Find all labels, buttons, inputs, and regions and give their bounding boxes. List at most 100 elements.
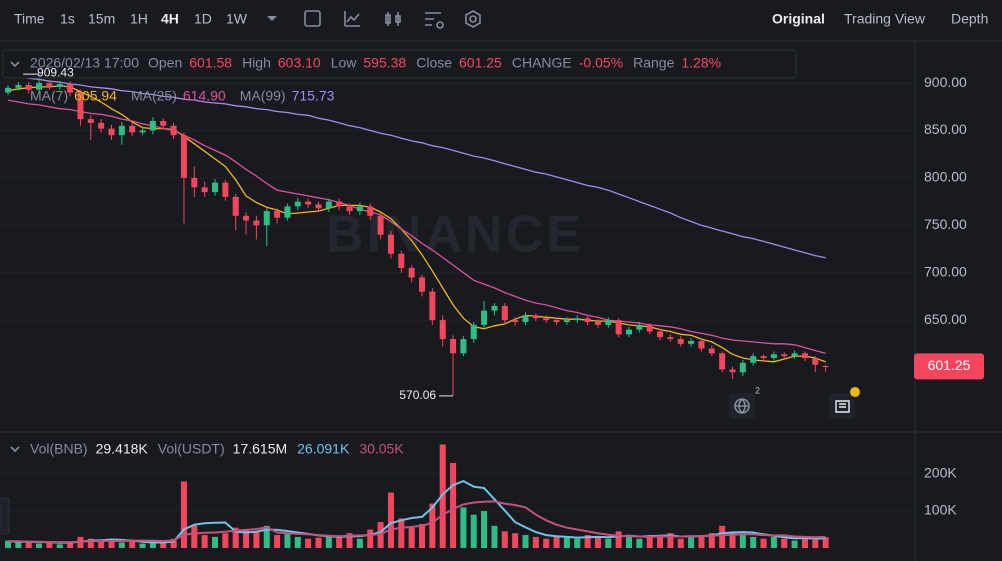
volume-bar: [429, 503, 436, 548]
candle-body: [439, 320, 446, 340]
candle-body: [812, 358, 819, 365]
candle-body: [594, 322, 601, 325]
volume-bar: [356, 538, 363, 548]
candle-body: [232, 196, 239, 216]
calendar-icon[interactable]: [304, 10, 321, 27]
field-name: Range: [633, 55, 674, 71]
view-tab[interactable]: Depth: [951, 11, 988, 27]
volume-tick-label: 100K: [924, 502, 957, 518]
volume-bar: [553, 536, 560, 548]
volume-bar: [646, 535, 653, 548]
candle-body: [274, 211, 281, 218]
candle-body: [56, 84, 63, 87]
ohlc-header-box: [2, 49, 797, 79]
high-marker: 909.43: [37, 65, 74, 79]
ma-value: 614.90: [183, 88, 226, 104]
interval-tab[interactable]: 1H: [130, 11, 148, 27]
candle-body: [87, 119, 94, 123]
candle-body: [677, 339, 684, 344]
ma-line: [7, 99, 826, 355]
ma-line: [7, 85, 826, 363]
y-tick-label: 850.00: [924, 121, 967, 137]
y-tick-label: 750.00: [924, 216, 967, 232]
news-button[interactable]: [829, 393, 855, 419]
candle-body: [67, 84, 74, 93]
volume-bar: [98, 540, 105, 548]
settings-icon[interactable]: [425, 12, 444, 29]
field-value: 601.58: [189, 55, 232, 71]
view-tab[interactable]: Trading View: [844, 11, 926, 27]
volume-name: Vol(USDT): [158, 441, 225, 457]
collapse-caret[interactable]: [10, 61, 20, 68]
interval-tab[interactable]: 1W: [226, 11, 248, 27]
volume-ma-line: [8, 500, 826, 544]
candle-body: [160, 121, 167, 126]
news-dot: [850, 387, 860, 397]
layout-icon[interactable]: [465, 10, 481, 28]
volume-bar: [770, 536, 777, 548]
volume-bar: [284, 533, 291, 548]
indicator-icon[interactable]: [344, 11, 360, 27]
volume-bar: [263, 525, 270, 548]
volume-bar: [212, 536, 218, 548]
volume-bar: [274, 535, 281, 548]
volume-bar: [481, 511, 488, 548]
candle-body: [698, 340, 705, 349]
field-name: Close: [416, 55, 452, 71]
more-caret[interactable]: [267, 16, 277, 21]
volume-bar: [67, 541, 74, 548]
interval-tab[interactable]: 15m: [88, 11, 115, 27]
view-tab[interactable]: Original: [772, 11, 825, 27]
last-price-tag: [914, 353, 984, 380]
volume-bar: [129, 541, 136, 548]
field-name: Open: [148, 55, 182, 71]
volume-bar: [729, 531, 736, 548]
volume-caret[interactable]: [10, 446, 20, 453]
y-tick-label: 650.00: [924, 311, 967, 327]
candle-body: [15, 84, 22, 88]
volume-bar: [305, 538, 312, 548]
interval-tab: Time: [14, 11, 45, 27]
candle-icon[interactable]: [385, 12, 401, 26]
interval-tab[interactable]: 1s: [60, 11, 75, 27]
interval-tab[interactable]: 4H: [161, 11, 179, 27]
volume-bar: [243, 529, 250, 548]
field-name: High: [242, 55, 271, 71]
candle-body: [356, 206, 363, 212]
interval-tab[interactable]: 1D: [194, 11, 212, 27]
volume-bar: [408, 527, 415, 548]
candle-body: [822, 366, 829, 368]
candle-body: [77, 92, 84, 120]
ma-name: MA(7): [30, 88, 68, 104]
candle-body: [605, 320, 612, 325]
side-toggle[interactable]: [0, 497, 10, 535]
candle-body: [512, 320, 519, 323]
candle-body: [263, 211, 270, 226]
candle-body: [553, 320, 560, 323]
candle-body: [139, 130, 146, 133]
volume-bar: [791, 540, 798, 548]
volume-bar: [801, 536, 808, 548]
volume-bar: [812, 539, 819, 548]
field-name: Low: [331, 55, 358, 71]
volume-bar: [232, 527, 239, 548]
volume-bar: [750, 536, 757, 548]
candle-body: [543, 318, 550, 321]
volume-bar: [387, 492, 394, 548]
ma-value: 715.73: [292, 88, 335, 104]
volume-bar: [325, 535, 332, 548]
candle-body: [387, 234, 394, 254]
watermark: BINANCE: [326, 206, 584, 264]
header-time: 2026/02/13 17:00: [30, 55, 139, 71]
volume-bar: [336, 536, 343, 548]
news-icon: [835, 400, 850, 413]
candle-body: [108, 128, 115, 136]
volume-bar: [56, 544, 63, 548]
volume-bars: [5, 444, 829, 548]
field-value: 1.28%: [681, 55, 721, 71]
candle-body: [305, 201, 312, 205]
candle-body: [719, 353, 726, 370]
candle-body: [243, 215, 250, 221]
candle-body: [501, 305, 508, 321]
